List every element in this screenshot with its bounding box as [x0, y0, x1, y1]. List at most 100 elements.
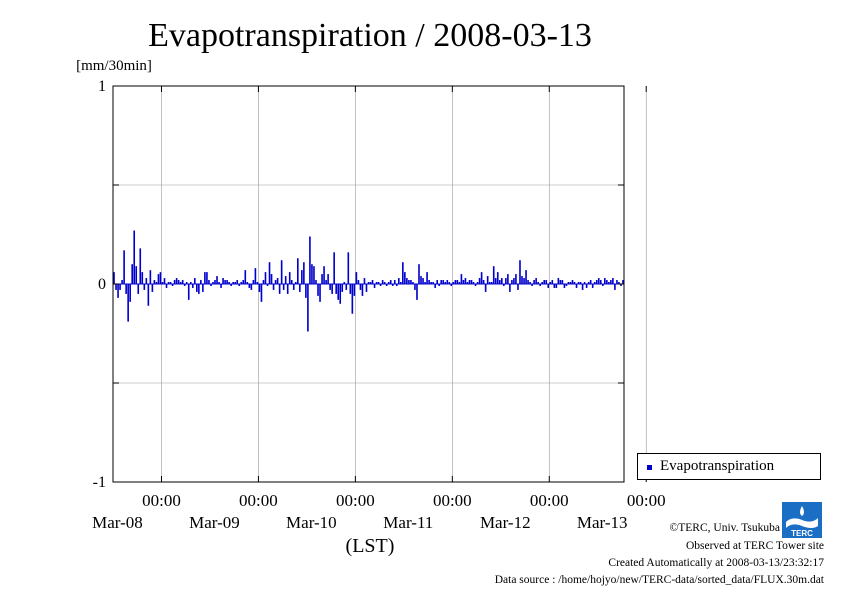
bar	[327, 274, 329, 284]
bar	[436, 280, 438, 284]
bar	[393, 280, 396, 284]
bar	[618, 282, 620, 284]
bar	[359, 284, 362, 290]
bar	[171, 284, 174, 286]
bar	[147, 284, 150, 306]
bar	[505, 278, 507, 284]
bar	[472, 282, 475, 284]
bar	[282, 284, 285, 290]
x-tick-date-label: Mar-08	[92, 513, 143, 532]
bar	[286, 284, 289, 294]
x-tick-time-label: 00:00	[142, 491, 181, 510]
bar	[426, 272, 428, 284]
bar	[547, 284, 550, 288]
bar	[620, 284, 622, 286]
bar	[224, 280, 226, 284]
bar	[167, 282, 170, 284]
bar	[220, 284, 222, 288]
bar	[333, 252, 335, 284]
bar	[543, 280, 546, 284]
bar	[301, 270, 303, 284]
bar	[268, 262, 271, 284]
bar	[319, 284, 321, 302]
bar	[317, 284, 319, 296]
legend-swatch	[647, 465, 652, 470]
bar	[432, 282, 434, 284]
bar	[272, 284, 275, 290]
bar	[402, 262, 404, 284]
bar	[181, 280, 184, 284]
bar	[492, 266, 495, 284]
bar	[559, 280, 562, 284]
bar	[222, 278, 224, 284]
bar	[484, 284, 487, 292]
bar	[337, 284, 340, 300]
bar	[185, 282, 188, 284]
x-tick-time-label: 00:00	[627, 491, 666, 510]
bar	[175, 278, 178, 284]
bar	[270, 274, 273, 284]
bar	[444, 282, 447, 284]
x-tick-time-label: 00:00	[433, 491, 472, 510]
bar	[274, 280, 277, 284]
bar	[361, 284, 364, 296]
bar	[127, 284, 129, 322]
bar	[517, 284, 519, 290]
bar	[601, 284, 604, 286]
bar	[115, 284, 117, 290]
bar	[365, 284, 368, 292]
bar	[537, 282, 539, 284]
bar	[202, 284, 204, 292]
x-tick-date-label: Mar-11	[383, 513, 433, 532]
bar	[193, 278, 196, 284]
bar	[557, 278, 560, 284]
bar	[373, 284, 376, 288]
bar	[307, 284, 309, 332]
bar	[614, 284, 616, 290]
bar	[228, 282, 230, 284]
bar	[179, 282, 182, 284]
bar	[331, 284, 333, 294]
bar	[129, 284, 131, 302]
bar	[412, 282, 414, 284]
bar	[262, 280, 265, 284]
bar	[117, 284, 119, 298]
bar	[294, 282, 297, 284]
terc-logo-icon: TERC	[782, 502, 822, 538]
bar	[438, 284, 441, 286]
bar	[608, 282, 610, 284]
bar	[135, 266, 138, 284]
bar	[604, 278, 606, 284]
bar	[539, 284, 541, 286]
bar	[482, 280, 485, 284]
bar	[452, 282, 455, 284]
bar	[535, 278, 537, 284]
bar	[123, 250, 125, 284]
footer-source: Data source : /home/hojyo/new/TERC-data/…	[494, 574, 824, 586]
bar	[230, 284, 232, 286]
bar	[290, 280, 293, 284]
bar	[509, 284, 511, 292]
bar	[198, 284, 200, 294]
bar	[313, 266, 315, 284]
bar	[169, 282, 172, 284]
bar	[585, 284, 588, 288]
bar	[416, 284, 418, 300]
bar	[280, 260, 283, 284]
bar	[315, 280, 317, 284]
bar	[579, 282, 582, 284]
bar	[266, 284, 269, 286]
bar	[478, 278, 481, 284]
bar	[323, 266, 325, 284]
bar	[480, 272, 483, 284]
bar	[240, 282, 243, 284]
bar	[428, 280, 430, 284]
bar	[113, 272, 115, 284]
bar	[555, 284, 558, 288]
bar	[541, 282, 544, 284]
bar	[276, 278, 279, 284]
bar	[561, 280, 564, 284]
bar	[450, 284, 453, 286]
bar	[610, 280, 612, 284]
bar	[476, 282, 479, 284]
